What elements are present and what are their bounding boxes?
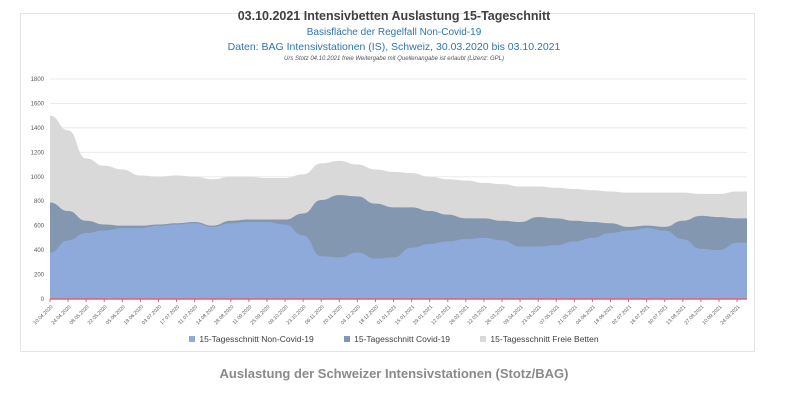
figure-caption: Auslastung der Schweizer Intensivstation… xyxy=(219,366,569,381)
area-non-covid xyxy=(50,222,747,299)
y-tick-label: 600 xyxy=(34,224,45,230)
area-series xyxy=(50,115,747,300)
y-axis-ticks: 0 200 400 600 800 1000 1200 1400 1600 1800 xyxy=(31,77,45,303)
legend-label-covid: 15-Tagesschnitt Covid-19 xyxy=(354,334,451,344)
legend-item-covid: 15-Tagesschnitt Covid-19 xyxy=(344,334,450,344)
y-tick-label: 1400 xyxy=(31,126,45,132)
legend-label-free-beds: 15-Tagesschnitt Freie Betten xyxy=(490,334,599,344)
legend-item-free-beds: 15-Tagesschnitt Freie Betten xyxy=(480,334,599,344)
legend-label-non-covid: 15-Tagesschnitt Non-Covid-19 xyxy=(199,334,314,344)
x-tick-label: 24.09.2021 xyxy=(720,304,742,326)
legend-swatch-non-covid xyxy=(189,336,196,342)
legend-swatch-covid xyxy=(344,336,351,342)
chart-title: 03.10.2021 Intensivbetten Auslastung 15-… xyxy=(237,9,551,23)
y-tick-label: 0 xyxy=(41,297,45,303)
legend-item-non-covid: 15-Tagesschnitt Non-Covid-19 xyxy=(189,334,314,344)
y-tick-label: 200 xyxy=(34,273,45,279)
legend: 15-Tagesschnitt Non-Covid-19 15-Tagessch… xyxy=(0,334,788,344)
y-tick-label: 1200 xyxy=(31,150,45,156)
y-tick-label: 1800 xyxy=(31,77,45,83)
y-tick-label: 1600 xyxy=(31,101,45,107)
x-axis-ticks: 10.04.202024.04.202008.05.202022.05.2020… xyxy=(32,299,742,326)
chart-license-note: Urs Stotz 04.10.2021 freie Weitergabe mi… xyxy=(283,56,504,62)
legend-swatch-free-beds xyxy=(480,336,487,342)
y-tick-label: 400 xyxy=(34,248,45,254)
y-tick-label: 800 xyxy=(34,199,45,205)
chart-data-source: Daten: BAG Intensivstationen (IS), Schwe… xyxy=(227,41,561,53)
chart-subtitle: Basisfläche der Regelfall Non-Covid-19 xyxy=(306,27,482,38)
y-tick-label: 1000 xyxy=(31,175,45,181)
